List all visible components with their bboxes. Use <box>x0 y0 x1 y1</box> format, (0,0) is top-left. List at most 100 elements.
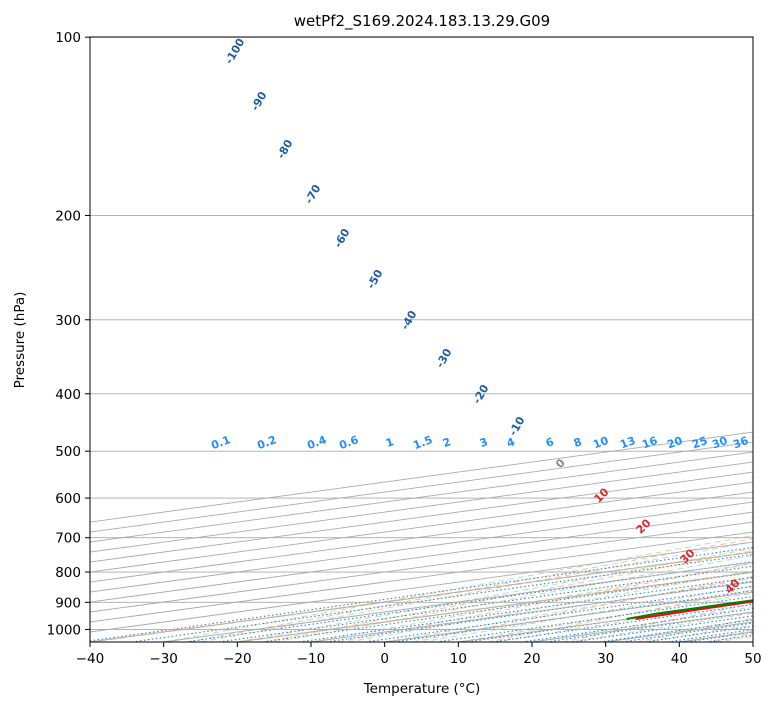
isotherms <box>90 431 753 642</box>
dry-adiabat-label: -20 <box>470 382 491 406</box>
isotherm-line <box>90 461 753 553</box>
dry-adiabat-line <box>188 538 753 642</box>
y-tick-label: 100 <box>55 30 81 46</box>
mixing-ratio-line <box>90 546 753 642</box>
moist-adiabat-line <box>163 535 753 642</box>
mixing-ratio-label: 13 <box>618 434 637 451</box>
dry-adiabats <box>188 538 753 642</box>
mixing-ratio-line <box>522 608 753 642</box>
moist-adiabat-label: 20 <box>634 516 654 536</box>
y-tick-label: 400 <box>55 387 81 403</box>
isotherm-line <box>310 581 753 642</box>
dry-adiabat-label: -90 <box>248 89 269 113</box>
dry-adiabat-label: -80 <box>274 137 295 161</box>
dry-adiabat-label: -40 <box>398 308 419 332</box>
y-axis-label: Pressure (hPa) <box>12 292 28 389</box>
y-tick-label: 600 <box>55 491 81 507</box>
dry-adiabat-line <box>636 617 753 642</box>
dry-adiabat-line <box>263 550 753 642</box>
moist-adiabat-line <box>752 641 753 642</box>
mixing-ratio-label: 0.2 <box>255 433 278 452</box>
mixing-ratio-label: 4 <box>505 435 517 450</box>
x-tick-label: −10 <box>297 651 326 667</box>
y-tick-label: 500 <box>55 444 81 460</box>
isotherm-line <box>90 491 753 583</box>
profile-series <box>626 599 753 620</box>
isotherm-line <box>90 481 753 573</box>
x-tick-label: 20 <box>523 651 540 667</box>
mixing-ratio-line <box>131 553 753 642</box>
y-axis-ticks: 100 200 300 400 500 600 700 800 900 1000 <box>47 30 90 638</box>
dry-adiabat-line <box>711 632 753 642</box>
mixing-ratio-line <box>436 596 753 642</box>
dewpoint-line <box>626 599 753 620</box>
x-tick-label: −30 <box>149 651 178 667</box>
mixing-ratio-label: 2 <box>441 435 453 450</box>
x-tick-label: 0 <box>380 651 389 667</box>
mixing-ratio-line <box>492 603 753 642</box>
moist-adiabat-line <box>384 577 753 642</box>
isotherm-line <box>90 551 753 642</box>
moist-adiabats <box>163 535 753 642</box>
dry-adiabat-label: -70 <box>302 182 323 206</box>
dry-adiabat-line <box>412 575 753 642</box>
y-tick-label: 900 <box>55 595 81 611</box>
chart-title: wetPf2_S169.2024.183.13.29.G09 <box>294 12 550 31</box>
x-axis-label: Temperature (°C) <box>363 681 481 697</box>
dry-adiabat-label: -10 <box>506 414 527 438</box>
moist-adiabat-line <box>531 606 753 642</box>
isotherm-line <box>90 531 753 623</box>
dry-adiabat-label: -60 <box>331 226 352 250</box>
moist-adiabat-line <box>421 585 753 642</box>
special-isotherm-line <box>90 551 753 642</box>
moist-adiabat-line <box>716 635 753 642</box>
mixing-ratio-label: 16 <box>640 434 659 452</box>
isotherm-line <box>752 641 753 642</box>
dry-adiabat-line <box>338 562 753 642</box>
dry-adiabat-label: -50 <box>364 267 385 291</box>
isotherm-line <box>90 501 753 593</box>
x-tick-label: 30 <box>597 651 614 667</box>
dry-adiabat-line <box>562 603 753 642</box>
dry-adiabat-label: -30 <box>433 346 454 370</box>
isotherm-line <box>90 451 753 543</box>
y-tick-label: 700 <box>55 531 81 547</box>
mixing-ratio-label: 30 <box>710 434 729 452</box>
isotherm-line <box>531 611 753 642</box>
isotherm-line <box>90 521 753 613</box>
mixing-ratio-line <box>686 631 753 642</box>
isotherm-line <box>384 591 753 642</box>
mixing-ratio-label: 36 <box>731 434 750 452</box>
isotherm-line <box>679 631 753 642</box>
x-tick-label: −20 <box>223 651 252 667</box>
mixing-ratio-label: 0.6 <box>337 433 360 452</box>
moist-adiabat-label: 10 <box>592 485 612 505</box>
isotherm-line <box>90 511 753 603</box>
moist-adiabat-line <box>200 541 753 642</box>
y-tick-label: 300 <box>55 313 81 329</box>
mixing-ratio-label: 25 <box>690 434 709 451</box>
moist-adiabat-line <box>347 569 753 642</box>
x-tick-label: 50 <box>744 651 761 667</box>
mixing-ratio-label: 3 <box>478 435 490 450</box>
mixing-ratio-label: 1 <box>384 435 396 450</box>
x-tick-label: 10 <box>450 651 467 667</box>
plot-frame <box>89 36 754 643</box>
y-tick-label: 800 <box>55 565 81 581</box>
mixing-ratio-label: 20 <box>665 434 684 452</box>
mixing-ratio-label: 0.1 <box>209 433 232 452</box>
isotherm-line <box>90 541 753 633</box>
dry-adiabat-label: -100 <box>222 36 247 67</box>
moist-adiabat-line <box>237 548 753 642</box>
mixing-ratio-label: 8 <box>572 435 584 450</box>
moist-adiabat-line <box>679 630 753 642</box>
moist-adiabat-line <box>568 612 753 642</box>
y-tick-label: 200 <box>55 208 81 224</box>
x-tick-label: −40 <box>76 651 105 667</box>
x-axis-ticks: −40 −30 −20 −10 0 10 20 30 40 50 <box>76 642 762 667</box>
mixing-ratio-label: 1.5 <box>411 433 434 452</box>
temperature-line <box>635 600 753 620</box>
dry-adiabat-line <box>487 589 753 642</box>
mixing-ratio-label: 6 <box>544 435 556 450</box>
